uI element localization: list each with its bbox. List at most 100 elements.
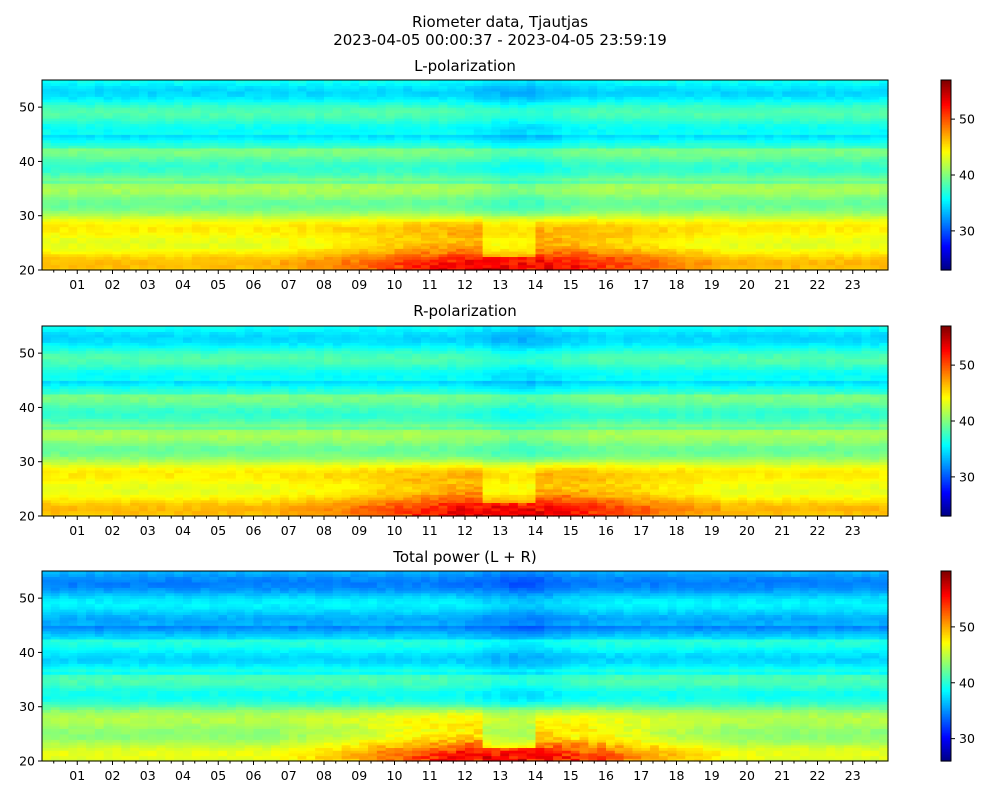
heatmap-cell (385, 267, 396, 271)
heatmap-cell (420, 166, 431, 171)
heatmap-cell (94, 90, 105, 95)
heatmap-cell (341, 242, 352, 247)
heatmap-cell (500, 210, 510, 214)
heatmap-cell (324, 210, 334, 214)
heatmap-cell (191, 109, 202, 114)
heatmap-cell (368, 101, 378, 106)
heatmap-cell (394, 204, 404, 209)
heatmap-cell (253, 218, 263, 222)
heatmap-cell (77, 213, 87, 217)
heatmap-cell (94, 126, 105, 130)
heatmap-cell (103, 223, 114, 228)
heatmap-cell (491, 191, 501, 195)
heatmap-cell (438, 85, 448, 89)
heatmap-cell (59, 229, 70, 233)
heatmap-cell (77, 96, 87, 100)
heatmap-cell (438, 204, 448, 209)
heatmap-cell (174, 161, 184, 165)
heatmap-cell (165, 218, 175, 222)
heatmap-cell (500, 93, 510, 97)
heatmap-cell (456, 88, 466, 92)
heatmap-cell (306, 123, 316, 127)
heatmap-cell (271, 107, 281, 111)
heatmap-cell (394, 145, 404, 149)
heatmap-cell (324, 213, 334, 217)
heatmap-cell (253, 232, 263, 236)
heatmap-cell (385, 251, 396, 255)
heatmap-cell (429, 229, 440, 233)
heatmap-cell (456, 128, 466, 133)
heatmap-cell (174, 188, 184, 192)
heatmap-cell (350, 107, 360, 111)
heatmap-cell (482, 80, 493, 84)
heatmap-cell (473, 134, 484, 138)
heatmap-cell (500, 82, 510, 87)
heatmap-cell (447, 96, 457, 100)
heatmap-cell (235, 118, 246, 122)
heatmap-cell (412, 150, 422, 154)
heatmap-cell (218, 223, 228, 228)
heatmap-cell (183, 175, 193, 179)
heatmap-cell (359, 150, 369, 154)
heatmap-cell (271, 158, 281, 163)
heatmap-cell (94, 245, 105, 249)
heatmap-cell (191, 242, 202, 247)
heatmap-cell (456, 166, 466, 171)
heatmap-cell (315, 267, 325, 271)
heatmap-cell (420, 93, 431, 97)
heatmap-cell (68, 126, 78, 130)
heatmap-cell (253, 256, 263, 260)
heatmap-cell (376, 115, 387, 119)
heatmap-cell (253, 226, 263, 230)
heatmap-cell (385, 229, 396, 233)
heatmap-cell (288, 256, 299, 260)
heatmap-cell (86, 245, 96, 249)
heatmap-cell (271, 145, 281, 149)
heatmap-cell (68, 213, 78, 217)
heatmap-cell (350, 180, 360, 184)
heatmap-cell (429, 120, 440, 125)
heatmap-cell (50, 251, 61, 255)
heatmap-cell (253, 202, 263, 206)
heatmap-cell (138, 188, 149, 192)
heatmap-cell (174, 194, 184, 198)
heatmap-cell (500, 104, 510, 108)
heatmap-cell (332, 145, 343, 149)
heatmap-cell (77, 123, 87, 127)
heatmap-cell (262, 251, 272, 255)
heatmap-cell (130, 158, 140, 163)
heatmap-cell (420, 199, 431, 203)
heatmap-cell (465, 229, 475, 233)
heatmap-cell (103, 123, 114, 127)
heatmap-cell (50, 194, 61, 198)
heatmap-cell (94, 221, 105, 225)
heatmap-cell (262, 120, 272, 125)
heatmap-cell (121, 80, 131, 84)
heatmap-cell (59, 153, 70, 157)
heatmap-cell (165, 88, 175, 92)
heatmap-cell (235, 175, 246, 179)
heatmap-cell (332, 169, 343, 173)
heatmap-cell (350, 99, 360, 103)
heatmap-cell (174, 240, 184, 244)
heatmap-cell (50, 142, 61, 146)
heatmap-cell (350, 248, 360, 252)
heatmap-cell (138, 248, 149, 252)
heatmap-cell (465, 93, 475, 97)
heatmap-cell (482, 267, 493, 271)
heatmap-cell (306, 164, 316, 168)
heatmap-cell (332, 131, 343, 135)
heatmap-cell (297, 118, 307, 122)
heatmap-cell (59, 218, 70, 222)
heatmap-cell (59, 242, 70, 247)
heatmap-cell (59, 172, 70, 176)
heatmap-cell (385, 104, 396, 108)
heatmap-cell (138, 109, 149, 114)
heatmap-cell (412, 234, 422, 239)
heatmap-cell (183, 229, 193, 233)
heatmap-cell (244, 123, 255, 127)
heatmap-cell (218, 242, 228, 247)
heatmap-cell (315, 185, 325, 190)
heatmap-cell (191, 256, 202, 260)
heatmap-cell (315, 240, 325, 244)
